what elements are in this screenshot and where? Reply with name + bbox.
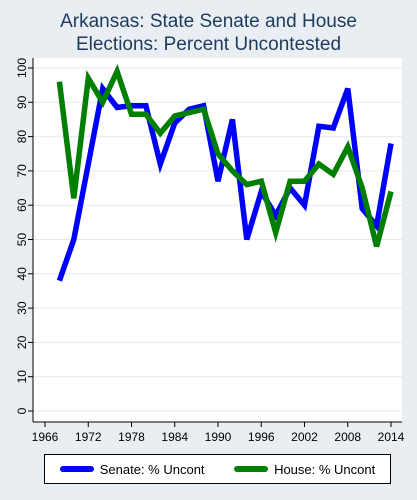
series-group bbox=[56, 63, 394, 282]
series-line-senate bbox=[56, 82, 394, 282]
y-tick-label: 70 bbox=[15, 164, 29, 178]
x-tick-label: 2008 bbox=[334, 430, 361, 444]
x-tick-label: 1990 bbox=[205, 430, 232, 444]
legend-label-house: House: % Uncont bbox=[274, 461, 376, 477]
legend: Senate: % Uncont House: % Uncont bbox=[44, 454, 391, 484]
x-axis: 1966 1972 1978 1984 1990 1996 2002 2008 2014 bbox=[32, 422, 405, 444]
y-tick-label: 60 bbox=[15, 198, 29, 212]
x-tick-label: 1978 bbox=[118, 430, 145, 444]
y-axis: 0 10 20 30 40 50 60 70 80 90 100 bbox=[15, 58, 33, 414]
y-tick-label: 80 bbox=[15, 130, 29, 144]
y-tick-label: 10 bbox=[15, 370, 29, 384]
y-tick-label: 20 bbox=[15, 335, 29, 349]
y-tick-label: 40 bbox=[15, 267, 29, 281]
y-tick-label: 0 bbox=[15, 407, 29, 414]
x-tick-label: 2014 bbox=[378, 430, 405, 444]
y-tick-label: 100 bbox=[15, 58, 29, 78]
chart-title-line-1: Arkansas: State Senate and House bbox=[60, 11, 357, 32]
series-line-house bbox=[56, 63, 394, 248]
y-tick-label: 50 bbox=[15, 233, 29, 247]
chart-title-line-2: Elections: Percent Uncontested bbox=[75, 34, 342, 55]
legend-swatch-senate bbox=[59, 466, 94, 472]
x-tick-label: 1966 bbox=[32, 430, 59, 444]
legend-swatch-house bbox=[234, 466, 269, 472]
y-tick-label: 30 bbox=[15, 301, 29, 315]
x-tick-label: 1984 bbox=[161, 430, 188, 444]
x-tick-label: 1972 bbox=[75, 430, 102, 444]
legend-item-senate: Senate: % Uncont bbox=[59, 461, 205, 477]
chart-title: Arkansas: State Senate and House Electio… bbox=[0, 10, 417, 56]
legend-label-senate: Senate: % Uncont bbox=[99, 461, 205, 477]
series-house bbox=[56, 63, 394, 248]
y-tick-label: 90 bbox=[15, 95, 29, 109]
x-tick-label: 2002 bbox=[291, 430, 318, 444]
legend-item-house: House: % Uncont bbox=[234, 462, 375, 477]
x-tick-label: 1996 bbox=[248, 430, 275, 444]
series-senate bbox=[56, 82, 394, 282]
